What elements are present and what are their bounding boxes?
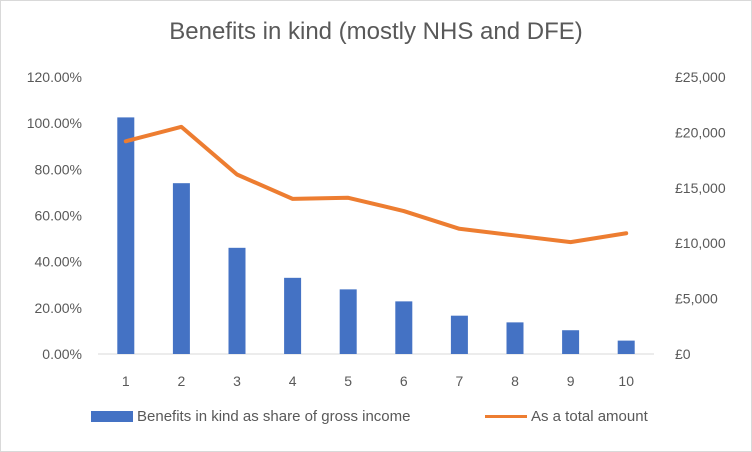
legend-bar-swatch <box>91 411 133 422</box>
y-right-tick-label: £5,000 <box>675 291 718 307</box>
bar <box>228 247 246 354</box>
y-left-tick-label: 0.00% <box>42 346 82 362</box>
legend-item-bar: Benefits in kind as share of gross incom… <box>91 408 410 425</box>
bar <box>617 340 635 354</box>
bar <box>284 277 302 354</box>
bar <box>172 183 190 354</box>
y-right-tick-label: £0 <box>675 346 691 362</box>
y-left-tick-label: 20.00% <box>35 300 82 316</box>
y-right-tick-label: £20,000 <box>675 124 726 140</box>
series-line <box>123 124 629 245</box>
bar <box>506 322 524 354</box>
bar <box>395 301 413 354</box>
bar <box>339 289 357 354</box>
x-tick-label: 5 <box>344 373 352 389</box>
bar <box>117 117 135 354</box>
y-left-tick-label: 60.00% <box>35 208 82 224</box>
legend-item-line: As a total amount <box>485 408 648 425</box>
legend-bar-label: Benefits in kind as share of gross incom… <box>137 408 411 425</box>
x-tick-label: 9 <box>567 373 575 389</box>
legend-line-label: As a total amount <box>531 408 648 425</box>
x-tick-label: 8 <box>511 373 519 389</box>
y-left-tick-label: 40.00% <box>35 254 82 270</box>
x-tick-label: 7 <box>456 373 464 389</box>
legend-line-swatch <box>485 415 527 418</box>
x-tick-label: 3 <box>233 373 241 389</box>
y-left-tick-label: 120.00% <box>27 69 82 85</box>
y-right-tick-label: £25,000 <box>675 69 726 85</box>
x-tick-label: 10 <box>618 373 634 389</box>
x-tick-label: 1 <box>122 373 130 389</box>
x-tick-label: 2 <box>178 373 186 389</box>
chart-title: Benefits in kind (mostly NHS and DFE) <box>169 18 583 45</box>
x-tick-label: 6 <box>400 373 408 389</box>
y-right-tick-label: £15,000 <box>675 180 726 196</box>
bar <box>562 330 580 354</box>
x-tick-label: 4 <box>289 373 297 389</box>
y-left-tick-label: 100.00% <box>27 115 82 131</box>
y-left-tick-label: 80.00% <box>35 161 82 177</box>
y-right-tick-label: £10,000 <box>675 235 726 251</box>
bar <box>450 315 468 354</box>
